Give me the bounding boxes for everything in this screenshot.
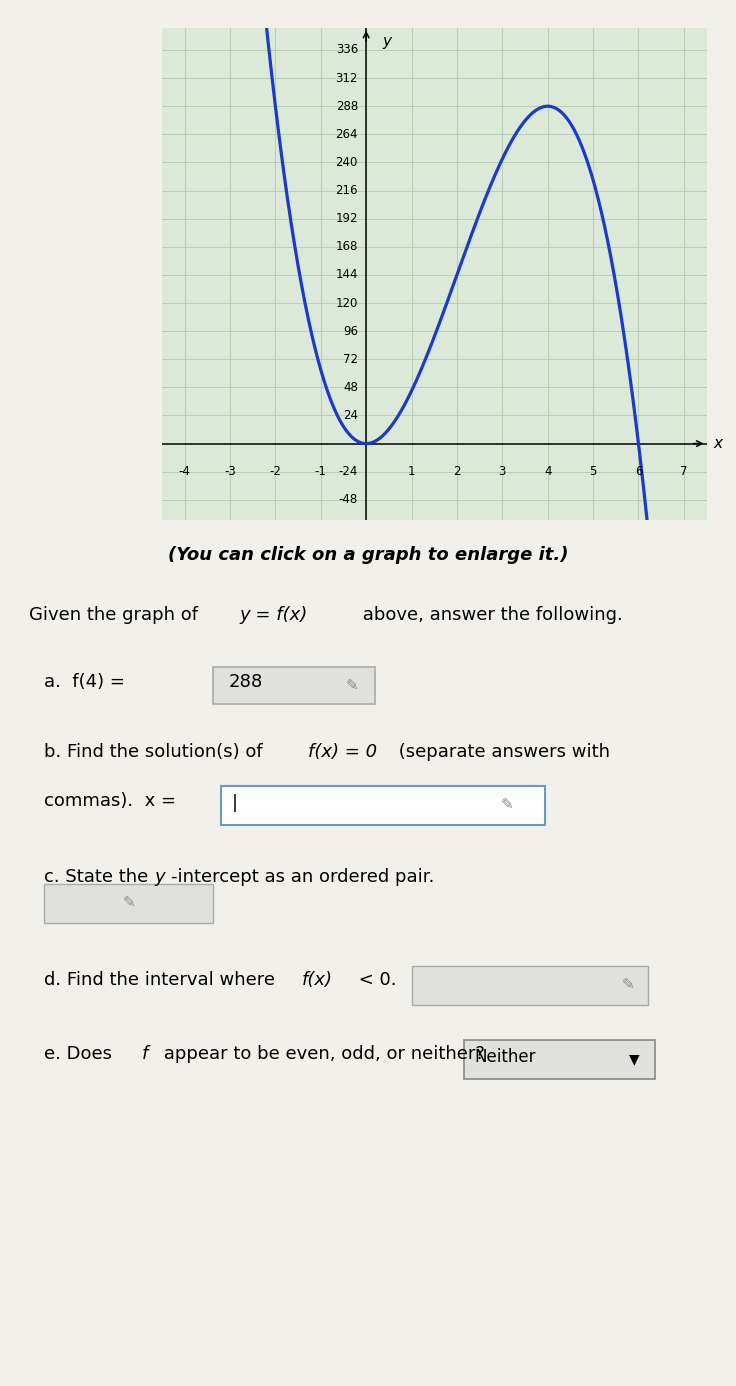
Text: 2: 2 <box>453 464 461 478</box>
Text: 336: 336 <box>336 43 358 57</box>
Text: -3: -3 <box>224 464 236 478</box>
Text: 312: 312 <box>336 72 358 85</box>
Text: b. Find the solution(s) of: b. Find the solution(s) of <box>44 743 269 761</box>
FancyBboxPatch shape <box>412 966 648 1005</box>
Text: ✎: ✎ <box>346 678 358 693</box>
Text: (You can click on a graph to enlarge it.): (You can click on a graph to enlarge it.… <box>168 546 568 564</box>
FancyBboxPatch shape <box>44 884 213 923</box>
Text: -24: -24 <box>339 466 358 478</box>
Text: y = f(x): y = f(x) <box>239 606 308 624</box>
Text: -1: -1 <box>315 464 327 478</box>
Text: d. Find the interval where: d. Find the interval where <box>44 970 281 988</box>
FancyBboxPatch shape <box>464 1040 655 1080</box>
Text: 120: 120 <box>336 297 358 309</box>
Text: appear to be even, odd, or neither?: appear to be even, odd, or neither? <box>158 1045 485 1063</box>
Text: ▼: ▼ <box>629 1052 640 1067</box>
Text: 240: 240 <box>336 157 358 169</box>
Text: commas).  x =: commas). x = <box>44 791 176 809</box>
Text: < 0.: < 0. <box>353 970 396 988</box>
Text: Neither: Neither <box>475 1048 537 1066</box>
Text: 72: 72 <box>343 353 358 366</box>
Text: 288: 288 <box>336 100 358 112</box>
Text: ✎: ✎ <box>500 797 513 812</box>
Text: e. Does: e. Does <box>44 1045 118 1063</box>
Text: 5: 5 <box>590 464 597 478</box>
FancyBboxPatch shape <box>221 786 545 825</box>
Text: x: x <box>713 437 722 450</box>
Text: 168: 168 <box>336 240 358 254</box>
Text: 1: 1 <box>408 464 415 478</box>
Text: 288: 288 <box>228 674 263 692</box>
Text: 3: 3 <box>498 464 506 478</box>
Text: -4: -4 <box>179 464 191 478</box>
Text: -2: -2 <box>269 464 281 478</box>
Text: 144: 144 <box>336 269 358 281</box>
Text: 7: 7 <box>680 464 687 478</box>
Text: 6: 6 <box>634 464 643 478</box>
Text: 216: 216 <box>336 184 358 197</box>
Text: 24: 24 <box>343 409 358 421</box>
Text: (separate answers with: (separate answers with <box>393 743 610 761</box>
Text: y: y <box>382 33 391 49</box>
Text: f: f <box>142 1045 149 1063</box>
Text: ✎: ✎ <box>122 895 135 911</box>
Text: 48: 48 <box>343 381 358 394</box>
Text: above, answer the following.: above, answer the following. <box>357 606 623 624</box>
Text: Given the graph of: Given the graph of <box>29 606 204 624</box>
Text: 264: 264 <box>336 128 358 141</box>
Text: -48: -48 <box>339 493 358 506</box>
Text: f(x) = 0: f(x) = 0 <box>308 743 377 761</box>
Text: 192: 192 <box>336 212 358 225</box>
Text: |: | <box>232 794 238 812</box>
Text: y: y <box>155 868 165 886</box>
Text: c. State the: c. State the <box>44 868 154 886</box>
Text: 4: 4 <box>544 464 551 478</box>
Text: f(x): f(x) <box>302 970 333 988</box>
Text: -intercept as an ordered pair.: -intercept as an ordered pair. <box>171 868 434 886</box>
FancyBboxPatch shape <box>213 668 375 704</box>
Text: 96: 96 <box>343 324 358 338</box>
Text: ✎: ✎ <box>622 977 634 992</box>
Text: a.  f(4) =: a. f(4) = <box>44 674 131 692</box>
